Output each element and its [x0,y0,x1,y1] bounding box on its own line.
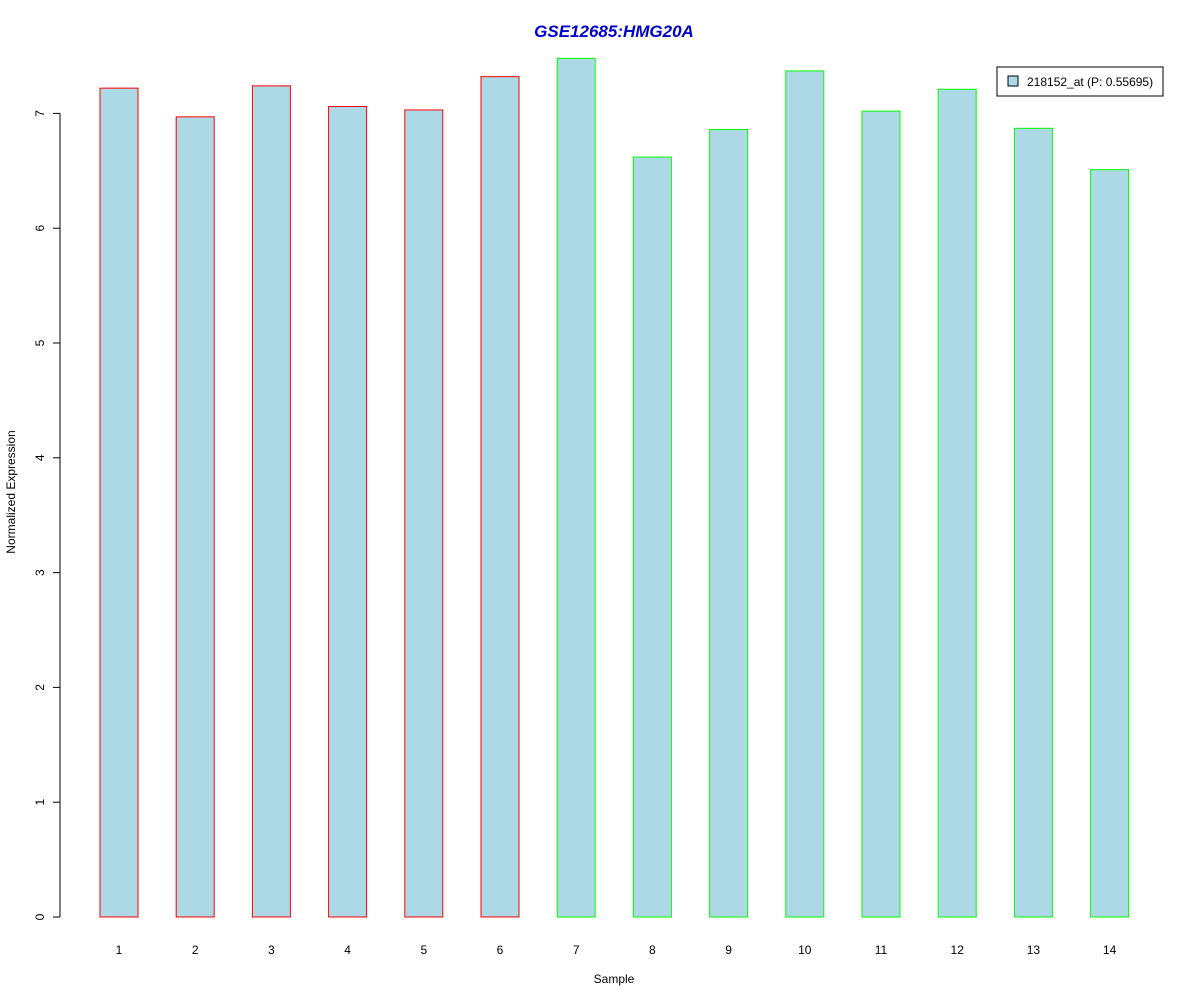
y-tick-label: 0 [33,913,47,920]
y-tick-label: 5 [33,339,47,346]
y-tick-label: 6 [33,225,47,232]
bar-sample-11 [861,110,901,918]
bar-sample-4 [328,106,368,918]
bar-sample-7 [556,57,596,918]
bar-sample-1 [99,87,139,918]
bar-sample-13 [1013,127,1053,918]
x-tick-label: 5 [420,943,427,957]
x-tick-label: 4 [344,943,351,957]
y-tick-label: 3 [33,569,47,576]
y-tick-label: 4 [33,454,47,461]
bar-sample-6 [480,76,520,918]
legend-label: 218152_at (P: 0.55695) [1027,75,1153,89]
y-tick-label: 1 [33,799,47,806]
x-tick-label: 3 [268,943,275,957]
x-tick-label: 6 [497,943,504,957]
x-tick-label: 7 [573,943,580,957]
bar-sample-3 [251,85,291,918]
bar-sample-14 [1090,169,1130,918]
bar-sample-5 [404,109,444,918]
x-tick-label: 2 [192,943,199,957]
y-tick-label: 2 [33,684,47,691]
x-tick-label: 11 [875,943,888,957]
y-axis: 0 1 2 3 4 5 6 7 [33,110,61,920]
legend-box [996,66,1164,97]
legend-swatch [1007,75,1019,87]
bar-sample-2 [175,116,215,918]
x-tick-label: 12 [951,943,965,957]
bar-sample-12 [937,88,977,918]
bar-sample-8 [632,156,672,918]
bar-sample-10 [785,70,825,918]
x-tick-label: 14 [1103,943,1117,957]
x-axis-label: Sample [594,972,635,986]
y-axis-label: Normalized Expression [4,430,18,553]
x-tick-labels: 1 2 3 4 5 6 7 8 9 10 11 12 13 14 [116,943,1117,957]
x-tick-label: 10 [798,943,812,957]
x-tick-label: 9 [725,943,732,957]
bars-group [99,57,1130,918]
legend: 218152_at (P: 0.55695) [996,66,1164,97]
y-tick-label: 7 [33,110,47,117]
x-tick-label: 1 [116,943,123,957]
chart-title: GSE12685:HMG20A [534,22,694,41]
x-tick-label: 13 [1027,943,1041,957]
bar-sample-9 [709,128,749,918]
x-tick-label: 8 [649,943,656,957]
